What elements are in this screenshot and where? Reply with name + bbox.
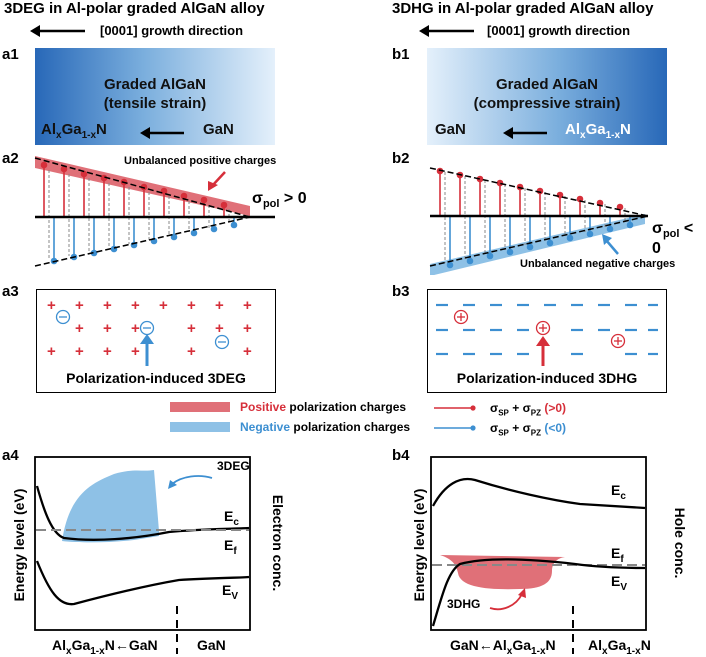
panel-label-b4: b4 [392, 447, 410, 464]
label-ef-a4: Ef [224, 537, 237, 557]
svg-text:+: + [75, 320, 84, 337]
panel-label-b1: b1 [392, 46, 410, 63]
box-left-gan: GaN [203, 121, 234, 138]
svg-text:+: + [103, 297, 112, 314]
negative-charge-arrows-b2 [446, 216, 634, 269]
panel-label-a3: a3 [2, 283, 19, 300]
xlabel-a4-right: GaN [197, 637, 226, 653]
legend-negative-swatch [170, 422, 230, 432]
label-ec-a4: Ec [224, 508, 239, 528]
left-title: 3DEG in Al-polar graded AlGaN alloy [4, 0, 265, 17]
legend-negative-label: Negative polarization charges [240, 420, 411, 434]
panel-label-b2: b2 [392, 150, 410, 167]
svg-text:+: + [103, 320, 112, 337]
box-right-line2: (compressive strain) [473, 95, 621, 112]
svg-text:+: + [187, 320, 196, 337]
label-ef-b4: Ef [611, 545, 624, 565]
label-3dhg: 3DHG [447, 597, 481, 611]
electron-gas-charges: + + + + + + + + + + + + + + + + + + + + [47, 297, 252, 366]
left-growth-label: [0001] growth direction [100, 23, 244, 38]
panel-label-a2: a2 [2, 150, 19, 167]
svg-text:+: + [47, 297, 56, 314]
label-ec-b4: Ec [611, 482, 626, 502]
legend-sum-positive: σSP + σPZ (>0) [490, 401, 567, 418]
ylabel-a4: Energy level (eV) [11, 488, 27, 602]
unbalanced-positive-label: Unbalanced positive charges [124, 155, 277, 167]
svg-text:+: + [243, 320, 252, 337]
right-growth-label: [0001] growth direction [487, 23, 631, 38]
sigma-negative-label: σpol < 0 [652, 220, 694, 258]
right-title: 3DHG in Al-polar graded AlGaN alloy [392, 0, 654, 17]
hole-gas-box: Polarization-induced 3DHG [427, 289, 667, 393]
svg-text:+: + [215, 297, 224, 314]
svg-text:+: + [47, 343, 56, 360]
box-right-gan: GaN [435, 121, 466, 138]
hole-gas-charges [436, 303, 658, 366]
legend-sum-negative: σSP + σPZ (<0) [490, 421, 567, 438]
graded-algan-box-right: Graded AlGaN (compressive strain) GaN Al… [427, 48, 667, 145]
electron-cloud-3deg [62, 470, 159, 543]
box-left-alxga: AlxGa1-xN [41, 121, 107, 141]
panel-label-a1: a1 [2, 46, 19, 63]
polarization-diagram-a2 [34, 156, 275, 267]
left-growth-arrow-icon [30, 25, 85, 37]
box-right-alxga: AlxGa1-xN [565, 121, 631, 141]
label-ev-b4: EV [611, 573, 628, 593]
svg-text:+: + [131, 320, 140, 337]
label-3deg: 3DEG [217, 459, 250, 473]
xlabel-b4-left: GaN←AlxGa1-xN [450, 637, 556, 657]
electron-gas-box: + + + + + + + + + + + + + + + + + + + + Polarization-indu… [36, 289, 276, 393]
caption-3dhg: Polarization-induced 3DHG [456, 370, 638, 386]
legend-positive-swatch [170, 402, 230, 412]
svg-text:+: + [75, 297, 84, 314]
box-left-arrow-icon [140, 127, 184, 139]
panel-label-a4: a4 [2, 447, 19, 464]
svg-text:+: + [131, 297, 140, 314]
box-left-line2: (tensile strain) [103, 95, 207, 112]
caption-3deg: Polarization-induced 3DEG [66, 370, 246, 386]
svg-text:+: + [243, 297, 252, 314]
legend-positive-label: Positive polarization charges [240, 400, 407, 414]
ylabel-b4: Energy level (eV) [411, 488, 427, 602]
hole-cloud-3dhg [440, 555, 565, 590]
sigma-positive-label: σpol > 0 [252, 190, 307, 211]
svg-text:+: + [159, 297, 168, 314]
svg-text:+: + [131, 343, 140, 360]
unbalanced-negative-label: Unbalanced negative charges [520, 258, 676, 270]
svg-text:+: + [103, 343, 112, 360]
legend-sum-arrows [434, 405, 476, 431]
box-right-line1: Graded AlGaN [496, 76, 598, 93]
panel-label-b3: b3 [392, 283, 410, 300]
hole-conc-label: Hole conc. [672, 507, 688, 579]
electron-conc-label: Electron conc. [270, 494, 286, 592]
box-left-line1: Graded AlGaN [104, 76, 206, 93]
graded-algan-box-left: Graded AlGaN (tensile strain) AlxGa1-xN … [35, 48, 275, 145]
xlabel-b4-right: AlxGa1-xN [588, 637, 651, 657]
xlabel-a4-left: AlxGa1-xN←GaN [52, 637, 158, 657]
svg-text:+: + [187, 343, 196, 360]
svg-text:+: + [187, 297, 196, 314]
right-growth-arrow-icon [419, 25, 474, 37]
svg-text:+: + [215, 320, 224, 337]
box-right-arrow-icon [503, 127, 547, 139]
polarization-diagram-b2 [429, 167, 649, 275]
band-diagram-b4 [430, 456, 647, 654]
svg-text:+: + [75, 343, 84, 360]
label-ev-a4: EV [222, 582, 239, 602]
svg-text:+: + [243, 343, 252, 360]
negative-charge-arrows [50, 217, 238, 265]
band-diagram-a4 [34, 456, 251, 654]
